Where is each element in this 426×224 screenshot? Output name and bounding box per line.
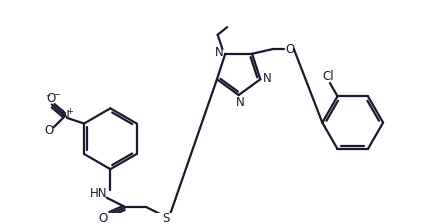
Text: N: N xyxy=(263,72,271,85)
Text: HN: HN xyxy=(90,187,108,200)
Text: −: − xyxy=(53,90,60,99)
Text: N: N xyxy=(236,96,245,109)
Text: O: O xyxy=(285,43,295,56)
Text: O: O xyxy=(44,124,54,137)
Text: O: O xyxy=(98,212,107,224)
Text: ⁻: ⁻ xyxy=(45,93,50,103)
Text: Cl: Cl xyxy=(322,70,334,83)
Text: N: N xyxy=(60,110,69,123)
Text: O: O xyxy=(46,92,55,105)
Text: N: N xyxy=(215,46,224,59)
Text: +: + xyxy=(66,107,73,116)
Text: S: S xyxy=(162,212,169,224)
